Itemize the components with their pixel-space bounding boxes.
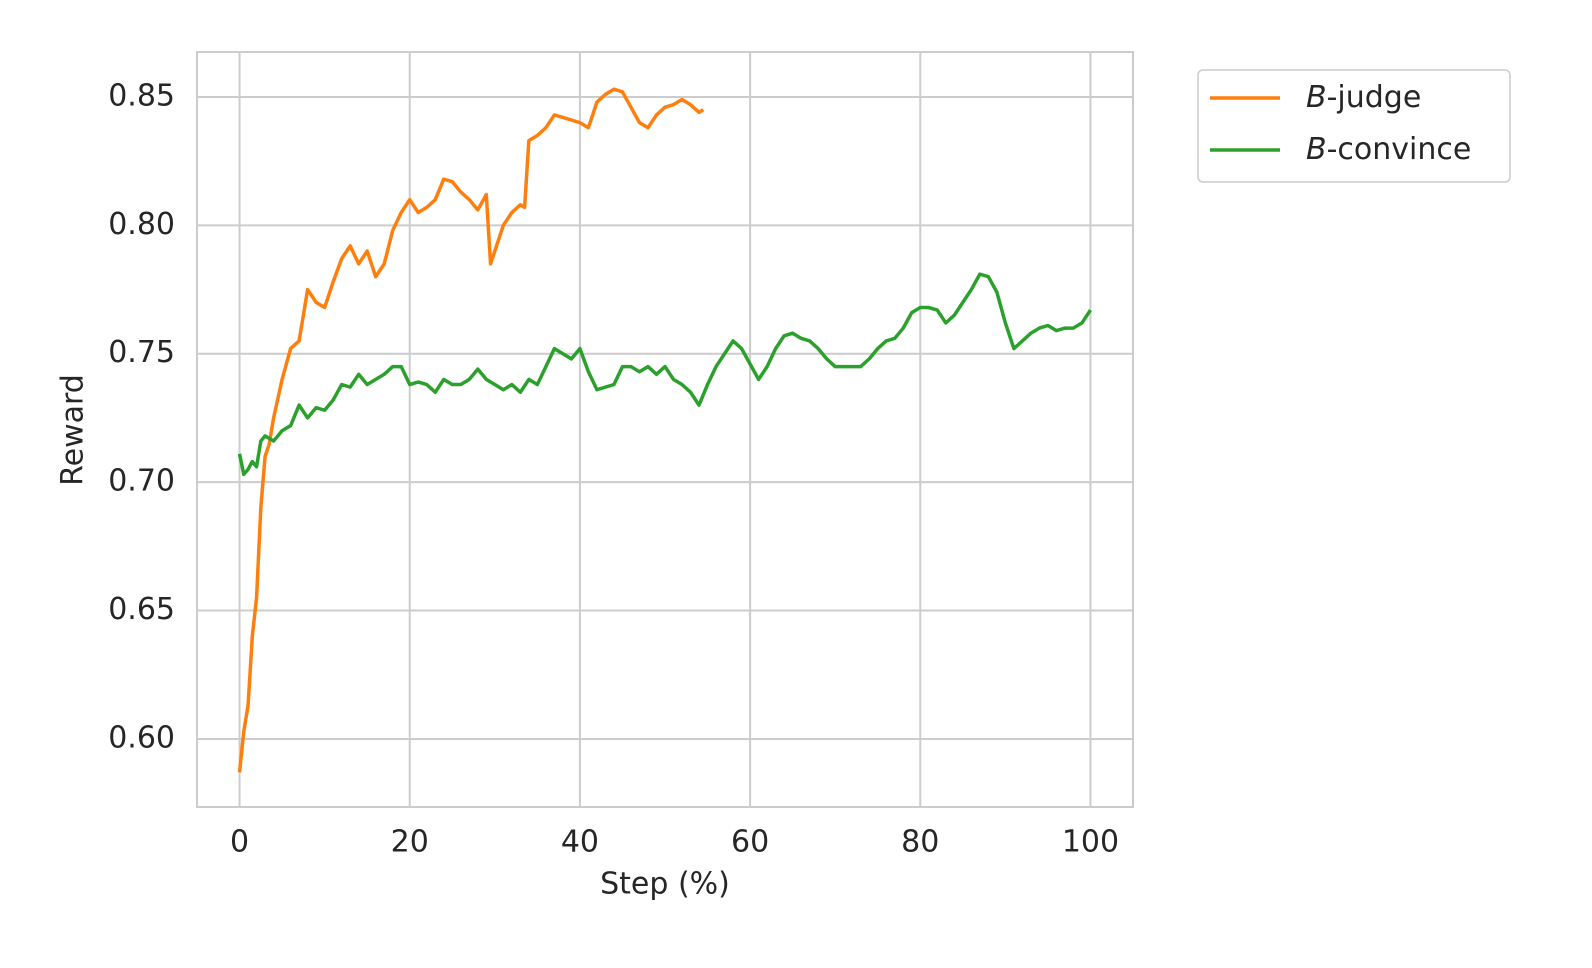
data-line bbox=[237, 272, 1092, 477]
x-tick-label: 100 bbox=[1062, 825, 1119, 860]
y-axis-label: Reward bbox=[56, 374, 91, 486]
x-tick-label: 0 bbox=[230, 825, 249, 860]
x-tick-label: 60 bbox=[731, 825, 769, 860]
y-tick-label: 0.75 bbox=[108, 335, 175, 370]
data-line bbox=[237, 87, 705, 773]
x-tick-label: 80 bbox=[901, 825, 939, 860]
x-tick-label: 20 bbox=[391, 825, 429, 860]
y-tick-label: 0.80 bbox=[108, 207, 175, 242]
y-tick-label: 0.60 bbox=[108, 720, 175, 755]
y-tick-label: 0.70 bbox=[108, 464, 175, 499]
x-axis-label: Step (%) bbox=[600, 867, 730, 902]
y-tick-label: 0.65 bbox=[108, 592, 175, 627]
legend-label: B-judge bbox=[1306, 80, 1421, 115]
plot-frame bbox=[196, 51, 1134, 808]
x-tick-label: 40 bbox=[561, 825, 599, 860]
y-tick-label: 0.85 bbox=[108, 78, 175, 113]
legend-label: B-convince bbox=[1306, 132, 1471, 167]
